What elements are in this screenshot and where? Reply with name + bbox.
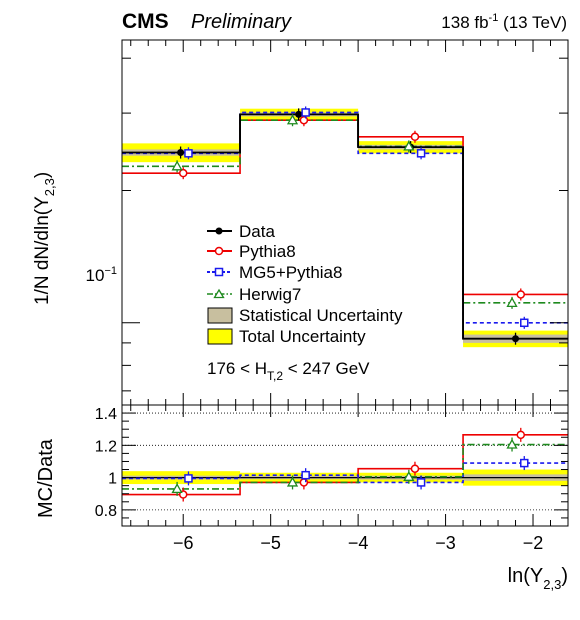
- legend-data-marker: [215, 227, 223, 235]
- x-axis-label: ln(Y2,3): [508, 565, 568, 592]
- mg5-pythia8-marker: [184, 149, 193, 158]
- data-marker: [295, 110, 303, 118]
- mg5-pythia8-marker: [301, 108, 310, 117]
- ratio-y-axis-label: MC/Data: [35, 438, 57, 518]
- pythia8-ratio-marker: [299, 478, 309, 487]
- mg5-pythia8-ratio-marker: [520, 458, 529, 468]
- x-tick-label: −5: [260, 533, 281, 553]
- legend-mg5-label: MG5+Pythia8: [239, 263, 342, 282]
- preliminary-label: Preliminary: [191, 11, 292, 33]
- pythia8-ratio-marker: [410, 464, 420, 473]
- distribution-ticks: [122, 40, 568, 405]
- legend: Data Pythia8 MG5+Pythia8 Herwig7 Statist…: [207, 222, 403, 346]
- ht-cut-label: 176 < HT,2 < 247 GeV: [207, 359, 370, 383]
- cms-label: CMS: [122, 10, 169, 33]
- ratio-plot-area: [122, 412, 568, 511]
- legend-pythia8-label: Pythia8: [239, 242, 296, 261]
- data-marker: [177, 149, 185, 157]
- legend-pythia8-marker: [214, 246, 224, 256]
- legend-total-swatch: [207, 328, 233, 345]
- pythia8-marker: [516, 290, 526, 299]
- herwig7-marker: [286, 114, 299, 125]
- top-y-tick-label: 10−1: [86, 265, 117, 285]
- mg5-pythia8-ratio-marker: [301, 470, 310, 480]
- luminosity-label: 138 fb-1 (13 TeV): [441, 12, 567, 32]
- top-y-axis-label: 1/N dN/dln(Y2,3): [32, 172, 57, 305]
- herwig7-marker: [171, 160, 183, 171]
- legend-herwig7-label: Herwig7: [239, 285, 301, 304]
- herwig7-ratio-histogram: [122, 443, 568, 490]
- mg5-pythia8-ratio-marker: [184, 474, 193, 483]
- legend-entry-data: Data: [207, 222, 275, 241]
- ratio-y-tick-label: 0.8: [95, 503, 117, 520]
- x-tick-label: −4: [348, 533, 369, 553]
- distribution-frame: [121, 39, 569, 406]
- legend-entry-herwig7: Herwig7: [207, 285, 301, 304]
- legend-entry-stat: Statistical Uncertainty: [207, 306, 403, 325]
- x-tick-label: −2: [523, 533, 544, 553]
- herwig7-ratio-marker: [171, 483, 183, 494]
- x-tick-label: −3: [435, 533, 456, 553]
- distribution-plot-area: [122, 106, 568, 348]
- distribution-panel: 10−1 1/N dN/dln(Y2,3) Data Pythia8 MG5+P…: [32, 39, 569, 406]
- herwig7-ratio-marker: [506, 438, 518, 449]
- mg5-pythia8-ratio-marker: [416, 478, 426, 487]
- herwig7-ratio-marker: [286, 476, 299, 487]
- legend-data-label: Data: [239, 222, 275, 241]
- legend-stat-label: Statistical Uncertainty: [239, 306, 403, 325]
- legend-herwig7-marker: [213, 288, 225, 299]
- legend-mg5-marker: [214, 267, 224, 277]
- legend-entry-total: Total Uncertainty: [207, 327, 366, 346]
- pythia8-marker: [410, 132, 420, 142]
- ratio-y-tick-label: 1.2: [95, 438, 117, 455]
- legend-entry-pythia8: Pythia8: [207, 242, 296, 261]
- ratio-frame: [121, 404, 569, 527]
- mg5-pythia8-marker: [520, 318, 529, 328]
- legend-total-label: Total Uncertainty: [239, 327, 366, 346]
- ratio-ticks: 0.8 1 1.2 1.4 −6 −5 −4 −3 −2: [95, 405, 568, 553]
- legend-entry-mg5: MG5+Pythia8: [207, 263, 342, 282]
- herwig7-marker: [403, 140, 415, 151]
- herwig7-marker: [506, 297, 518, 308]
- mg5-pythia8-marker: [416, 149, 426, 158]
- x-tick-label: −6: [173, 533, 194, 553]
- pythia8-marker: [299, 115, 309, 125]
- data-marker: [512, 335, 520, 343]
- pythia8-marker: [178, 168, 188, 178]
- ratio-y-tick-label: 1.4: [95, 406, 117, 423]
- pythia8-ratio-marker: [516, 430, 526, 440]
- herwig7-ratio-marker: [403, 470, 415, 481]
- ratio-panel: 0.8 1 1.2 1.4 −6 −5 −4 −3 −2 MC/Data ln(Y2,3): [35, 404, 569, 592]
- legend-stat-swatch: [207, 307, 233, 324]
- ratio-y-tick-label: 1: [108, 471, 117, 488]
